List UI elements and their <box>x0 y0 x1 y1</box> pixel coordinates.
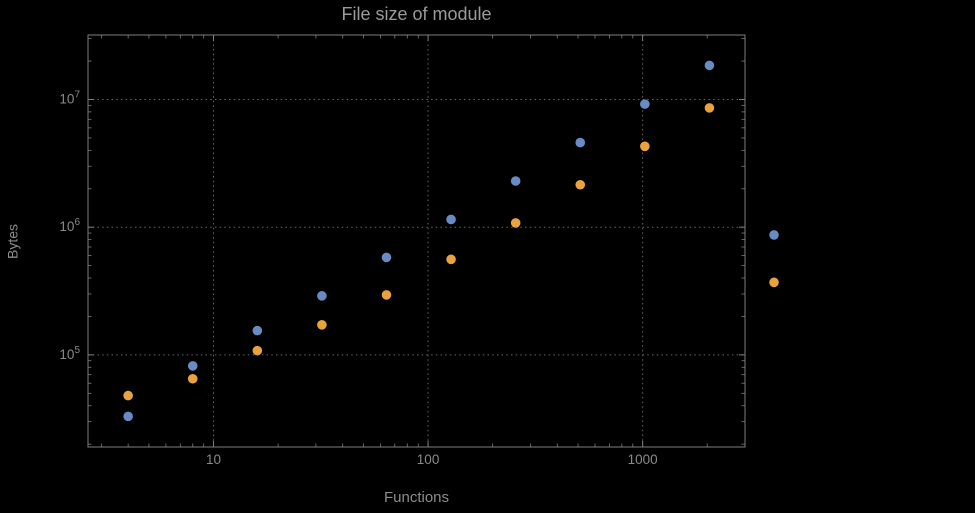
x-tick-label: 100 <box>417 452 440 467</box>
blue-series-point <box>317 291 327 301</box>
x-axis-label: Functions <box>383 489 450 506</box>
blue-series-point <box>252 325 263 336</box>
chart-title: File size of module <box>341 4 492 24</box>
blue-series-point <box>446 214 456 225</box>
x-tick-label: 10 <box>206 452 221 467</box>
y-tick-label: 105 <box>59 345 80 362</box>
blue-series-point <box>640 99 650 109</box>
y-tick-label: 106 <box>59 217 80 234</box>
orange-series-point <box>575 179 586 190</box>
orange-series-point <box>123 390 133 401</box>
x-tick-label: 1000 <box>628 452 658 467</box>
blue-series-point <box>704 60 715 71</box>
orange-series-point <box>640 141 650 152</box>
blue-series-point <box>510 176 521 186</box>
blue-series-point <box>381 252 392 263</box>
orange-series-point <box>510 218 521 228</box>
orange-series-point <box>252 345 263 356</box>
blue-series-point <box>187 361 198 371</box>
orange-series-point <box>187 373 198 384</box>
orange-series-point <box>381 290 392 300</box>
orange-series-point <box>446 254 456 265</box>
orange-series-point <box>317 320 327 330</box>
orange-series-point <box>769 277 779 288</box>
y-tick-label: 107 <box>59 90 80 107</box>
blue-series-point <box>575 137 586 148</box>
plot-frame <box>87 34 746 448</box>
blue-series-point <box>123 411 133 422</box>
orange-series-point <box>704 103 715 113</box>
blue-series-point <box>769 230 779 240</box>
